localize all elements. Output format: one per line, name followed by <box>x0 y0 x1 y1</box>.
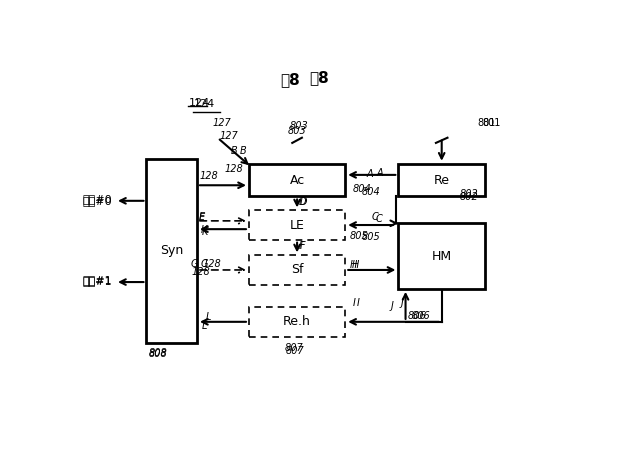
Bar <box>249 307 345 336</box>
Text: 結果#0: 結果#0 <box>83 194 112 204</box>
Bar <box>398 223 485 289</box>
Text: 124: 124 <box>188 98 210 108</box>
Text: C: C <box>372 212 379 222</box>
Text: D: D <box>299 197 306 207</box>
Bar <box>146 159 197 343</box>
Text: 128: 128 <box>199 171 218 180</box>
Text: K: K <box>202 227 208 237</box>
Text: 807: 807 <box>285 343 304 353</box>
Text: 804: 804 <box>362 187 381 197</box>
Text: Re: Re <box>434 174 450 187</box>
Text: A: A <box>367 169 374 179</box>
Text: H: H <box>351 260 359 270</box>
Text: F: F <box>300 242 305 251</box>
Text: G: G <box>201 259 208 269</box>
Text: G: G <box>191 259 198 269</box>
Text: Ac: Ac <box>289 174 305 187</box>
Text: Syn: Syn <box>160 244 183 257</box>
Text: LE: LE <box>290 219 305 232</box>
Text: 808: 808 <box>149 349 168 359</box>
Text: 803: 803 <box>287 126 306 136</box>
Text: 128: 128 <box>191 268 210 277</box>
Bar <box>398 163 485 197</box>
Text: L: L <box>202 321 208 331</box>
Text: E: E <box>199 212 205 222</box>
Text: 803: 803 <box>290 122 309 132</box>
Text: Re.h: Re.h <box>283 315 311 328</box>
Text: J: J <box>391 301 394 311</box>
Text: 124: 124 <box>193 99 215 109</box>
Text: E: E <box>199 213 205 224</box>
Text: 805: 805 <box>362 232 381 242</box>
Text: 結果#1: 結果#1 <box>83 276 112 286</box>
Text: 806: 806 <box>412 311 430 321</box>
Text: 128: 128 <box>225 164 244 174</box>
Text: D: D <box>300 197 307 207</box>
Text: 801: 801 <box>478 118 496 128</box>
Text: 囶8: 囶8 <box>280 72 300 87</box>
Text: J: J <box>401 299 404 308</box>
Text: 図8: 図8 <box>309 70 328 86</box>
Text: I: I <box>353 298 355 308</box>
Text: I: I <box>356 298 360 308</box>
Text: B: B <box>231 146 238 156</box>
Text: Sf: Sf <box>291 264 304 277</box>
Bar <box>249 210 345 240</box>
Bar <box>249 163 345 197</box>
Text: 127: 127 <box>213 118 231 128</box>
Text: A: A <box>377 168 383 178</box>
Text: 802: 802 <box>460 192 479 202</box>
Text: 結果#1: 結果#1 <box>83 275 112 285</box>
Text: 802: 802 <box>460 189 479 199</box>
Text: 804: 804 <box>353 185 371 194</box>
Text: B: B <box>239 145 246 156</box>
Text: 805: 805 <box>350 231 369 242</box>
Text: K: K <box>201 224 207 234</box>
Text: HM: HM <box>432 250 452 263</box>
Text: 808: 808 <box>149 348 168 358</box>
Text: 127: 127 <box>220 131 239 141</box>
Text: 806: 806 <box>408 311 427 321</box>
Bar <box>249 255 345 285</box>
Text: F: F <box>299 241 304 251</box>
Text: 807: 807 <box>286 346 305 356</box>
Text: 128: 128 <box>202 259 221 269</box>
Text: L: L <box>205 313 211 322</box>
Text: C: C <box>376 214 383 224</box>
Text: 結果#0: 結果#0 <box>83 196 112 206</box>
Text: H: H <box>350 260 358 270</box>
Text: 801: 801 <box>483 118 501 128</box>
